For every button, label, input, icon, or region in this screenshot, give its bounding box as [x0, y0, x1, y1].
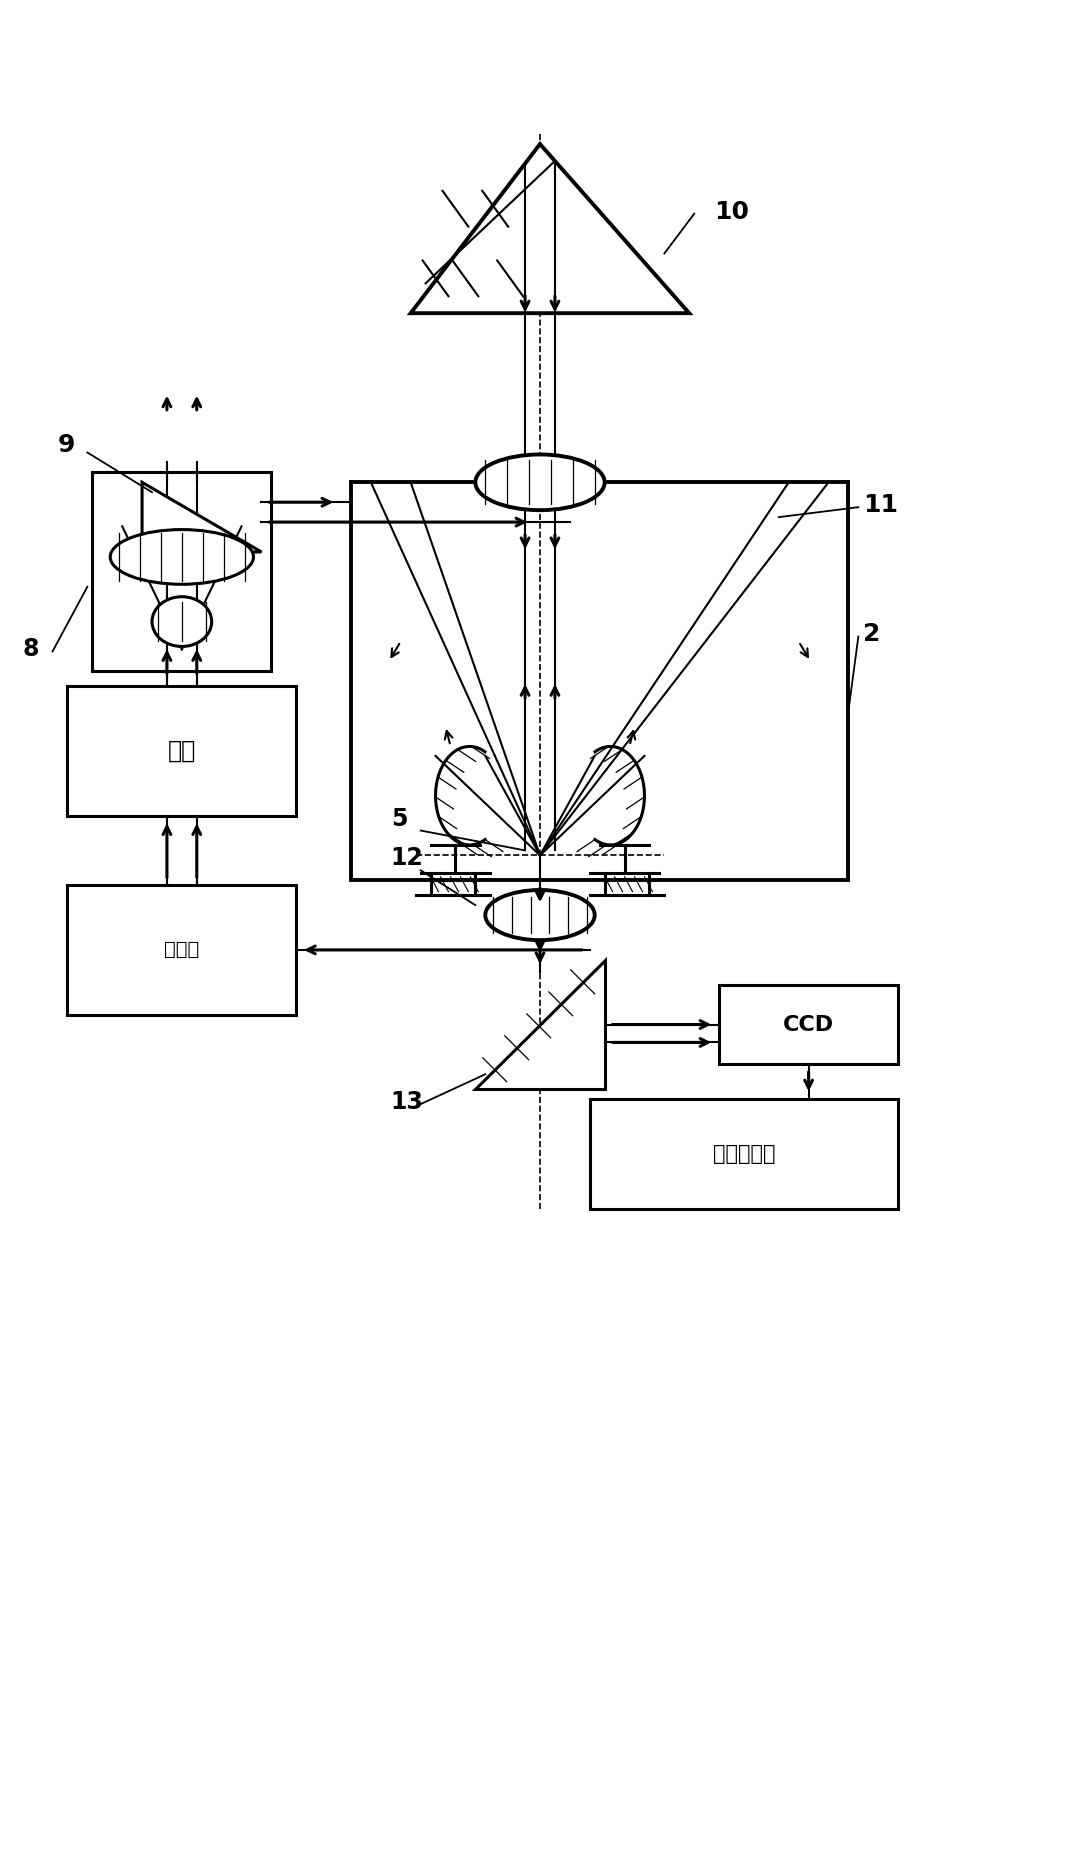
Polygon shape — [411, 143, 689, 312]
Text: 激光器: 激光器 — [164, 941, 200, 960]
Bar — [68, 885, 297, 1014]
Ellipse shape — [110, 530, 254, 584]
Bar — [351, 482, 848, 880]
Text: 12: 12 — [391, 846, 424, 870]
Text: 13: 13 — [391, 1090, 424, 1114]
Polygon shape — [476, 960, 604, 1090]
Bar — [719, 984, 898, 1064]
Text: 8: 8 — [23, 638, 39, 662]
Text: 主控计算机: 主控计算机 — [713, 1144, 775, 1164]
Ellipse shape — [486, 889, 595, 939]
Ellipse shape — [476, 454, 604, 510]
Text: 5: 5 — [391, 807, 407, 831]
Text: 10: 10 — [714, 199, 749, 223]
Polygon shape — [142, 482, 261, 552]
Text: 靶标: 靶标 — [167, 738, 196, 763]
Bar — [68, 686, 297, 815]
Text: 9: 9 — [57, 433, 74, 458]
Text: 11: 11 — [863, 493, 899, 517]
Text: CCD: CCD — [783, 1014, 834, 1034]
Text: 2: 2 — [863, 623, 880, 647]
Ellipse shape — [152, 597, 211, 647]
Bar — [590, 1099, 898, 1209]
Bar — [93, 472, 272, 671]
